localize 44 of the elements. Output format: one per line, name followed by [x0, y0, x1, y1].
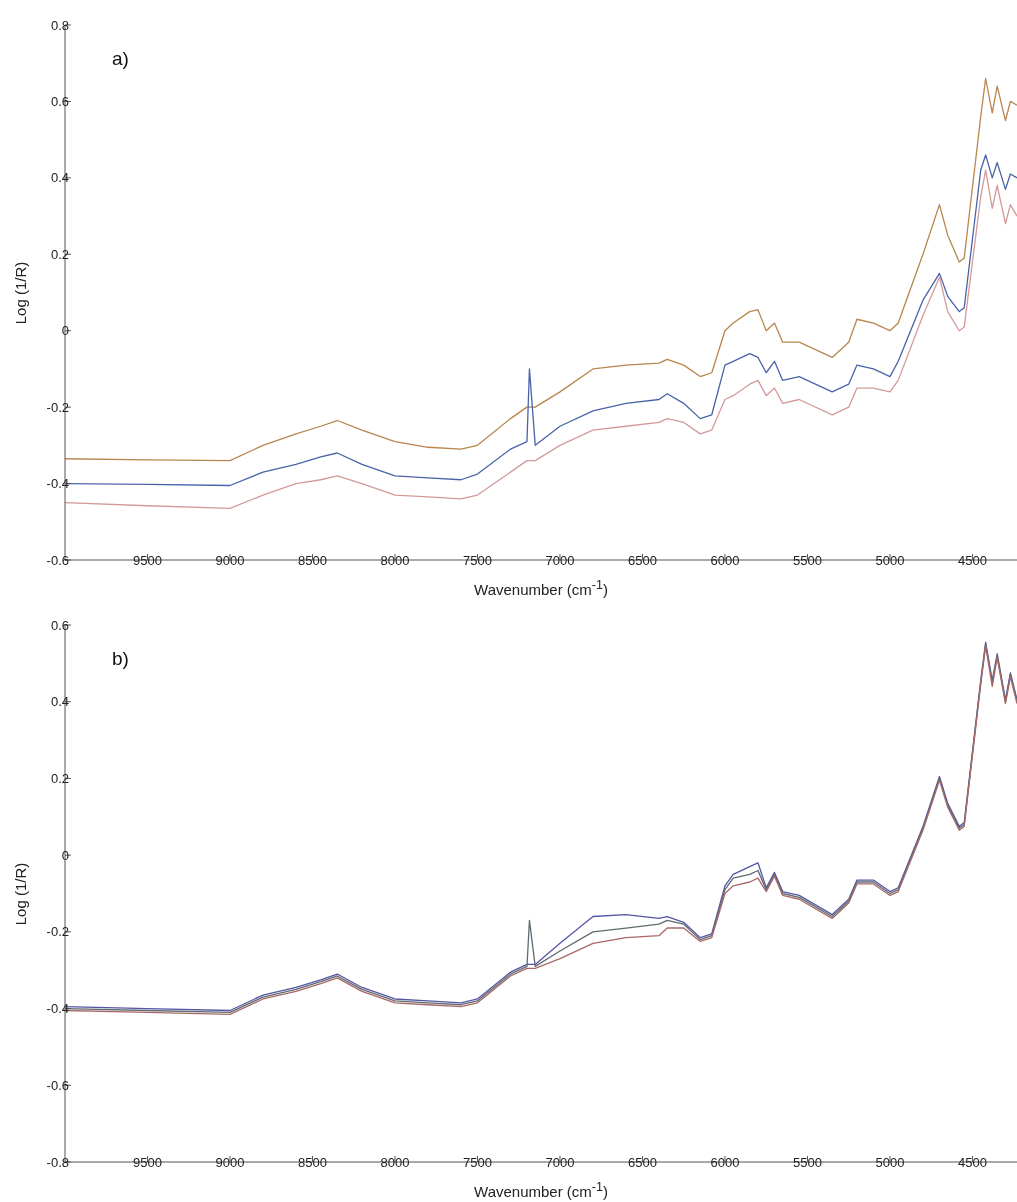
y-tick-label: 0.4 [50, 694, 69, 710]
y-tick-label: -0.6 [46, 1077, 69, 1093]
x-tick-label: 6000 [710, 553, 740, 569]
x-tick-label: 9000 [215, 553, 245, 569]
x-tick-label: 6500 [628, 553, 657, 569]
x-axis-title: Wavenumber (cm$^{-1}$) [473, 578, 609, 598]
x-tick-label: 4500 [957, 1155, 987, 1171]
y-tick-label: -0.4 [46, 1001, 69, 1017]
x-tick-label: 7500 [463, 553, 492, 569]
y-tick-label: -0.8 [46, 1154, 69, 1170]
y-tick-label: 0.6 [50, 94, 69, 110]
x-tick-label: 8500 [298, 1155, 327, 1171]
annotation: b) [112, 648, 129, 670]
x-tick-label: 6500 [628, 1155, 657, 1171]
x-tick-label: 7500 [463, 1155, 492, 1171]
y-tick-label: 0.2 [50, 246, 69, 262]
x-tick-label: 8000 [380, 553, 410, 569]
y-axis-title: Log (1/R) [11, 862, 29, 925]
x-tick-label: 8000 [380, 1155, 410, 1171]
y-tick-label: 0.6 [50, 617, 69, 633]
x-tick-label: 5000 [875, 1155, 905, 1171]
y-tick-label: 0.8 [50, 17, 69, 33]
x-tick-label: 7000 [545, 1155, 575, 1171]
x-tick-label: 4500 [957, 553, 987, 569]
x-tick-label: 6000 [710, 1155, 740, 1171]
annotation: a) [112, 48, 129, 70]
y-tick-label: 0.4 [50, 170, 69, 186]
y-tick-label: -0.2 [46, 924, 69, 940]
x-tick-label: 5500 [793, 553, 822, 569]
y-tick-label: -0.6 [46, 552, 69, 568]
x-axis-title: Wavenumber (cm$^{-1}$) [473, 1180, 609, 1200]
y-axis-title: Log (1/R) [11, 261, 29, 324]
x-tick-label: 5000 [875, 553, 905, 569]
x-tick-label: 9500 [133, 553, 162, 569]
y-tick-label: -0.2 [46, 399, 69, 415]
y-tick-label: 0 [61, 323, 69, 339]
y-tick-label: -0.4 [46, 476, 69, 492]
x-tick-label: 5500 [793, 1155, 822, 1171]
y-tick-label: 0.2 [50, 771, 69, 787]
y-tick-label: 0 [61, 847, 69, 863]
x-tick-label: 7000 [545, 553, 575, 569]
x-tick-label: 8500 [298, 553, 327, 569]
x-tick-label: 9500 [133, 1155, 162, 1171]
x-tick-label: 9000 [215, 1155, 245, 1171]
